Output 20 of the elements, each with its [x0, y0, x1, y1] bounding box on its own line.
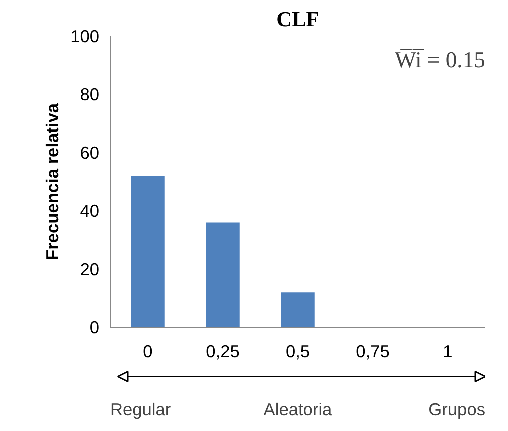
text: Grupos: [428, 399, 486, 420]
bar: [131, 176, 165, 328]
y-axis-title: Frecuencia relativa: [42, 103, 63, 260]
bar: [206, 222, 240, 328]
text: Aleatoria: [264, 399, 333, 420]
y-tick-label: 20: [80, 259, 100, 280]
x-tick-label: 0,25: [206, 342, 240, 362]
y-tick-label: 40: [80, 201, 100, 222]
x-tick-label: 1: [443, 342, 453, 362]
x-tick-label: 0,5: [286, 342, 310, 362]
text: Regular: [110, 399, 172, 420]
x-tick-label: 0,75: [356, 342, 390, 362]
x-tick-label: 0: [143, 342, 153, 362]
y-tick-label: 100: [70, 26, 100, 46]
y-tick-label: 80: [80, 84, 100, 105]
bar: [281, 292, 315, 328]
y-tick-label: 60: [80, 142, 100, 163]
annotation: W̅i̅ = 0.15: [394, 47, 486, 72]
chart-title: CLF: [276, 8, 320, 32]
y-tick-label: 0: [90, 318, 100, 338]
